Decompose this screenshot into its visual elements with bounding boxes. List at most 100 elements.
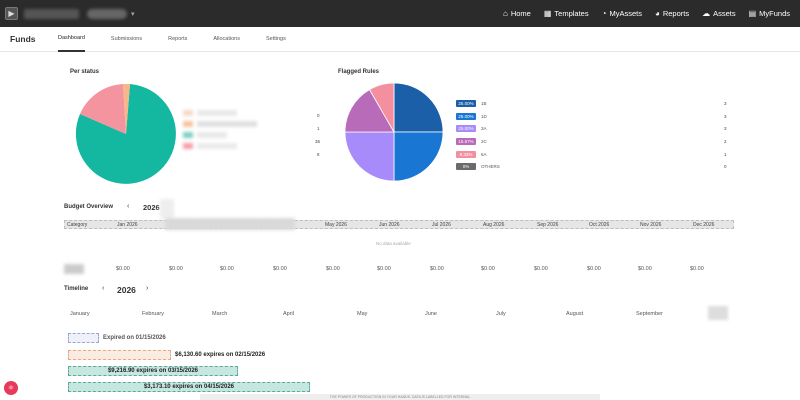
timeline-entry[interactable]: $9,216.90 expires on 03/15/2026: [68, 366, 238, 376]
timeline-month: May: [357, 311, 368, 317]
assets-icon: ☁: [702, 9, 711, 18]
percent-badge: 0%: [456, 163, 476, 170]
flagged-legend-row[interactable]: 16.67% 2C: [456, 138, 487, 145]
nav-assets[interactable]: ☁ Assets: [702, 9, 736, 18]
pie-slice-6a[interactable]: [368, 83, 395, 134]
timeline-entry[interactable]: Expired on 01/15/2026: [68, 333, 166, 343]
prev-year-button[interactable]: ‹: [127, 203, 130, 210]
nav-assets-label: Assets: [713, 9, 736, 18]
rule-label: 1D: [481, 114, 487, 119]
budget-cell: $0.00: [638, 266, 652, 272]
per-status-pie-chart: [76, 84, 176, 184]
pie-slice-2c[interactable]: [345, 89, 395, 133]
percent-badge: 25.00%: [456, 100, 476, 107]
pie-slice-1b[interactable]: [393, 83, 443, 133]
debug-tools-icon[interactable]: ⚛: [4, 381, 18, 395]
budget-cell: $0.00: [169, 266, 183, 272]
app-logo-icon: ▶: [5, 7, 18, 20]
rule-count: 3: [724, 126, 727, 131]
home-icon: ⌂: [503, 9, 508, 18]
next-year-button[interactable]: ›: [146, 285, 149, 292]
flagged-legend-row[interactable]: 25.00% 1B: [456, 100, 487, 107]
rule-label: 6A: [481, 152, 487, 157]
timeline-month: April: [283, 311, 295, 317]
templates-icon: ▦: [543, 9, 552, 18]
footer-notice: THE POWER OF PRODUCTION IN YOUR HANDS. D…: [200, 394, 600, 400]
nav-home[interactable]: ⌂ Home: [503, 9, 531, 18]
tab-allocations[interactable]: Allocations: [213, 36, 240, 42]
budget-cell: $0.00: [326, 266, 340, 272]
budget-cell: $0.00: [481, 266, 495, 272]
timeline-month: July: [496, 311, 506, 317]
flagged-legend-row[interactable]: 0% OTHERS: [456, 163, 500, 170]
timeline-month: June: [425, 311, 437, 317]
per-status-legend-redacted: [183, 110, 257, 160]
brand-name-redacted: [24, 8, 79, 19]
rule-label: 1B: [481, 101, 487, 106]
pie-slice-teal[interactable]: [76, 84, 176, 184]
pie-slice-3a[interactable]: [345, 131, 395, 181]
nav-reports-label: Reports: [662, 9, 690, 18]
top-nav-links: ⌂ Home ▦ Templates ◔ MyAssets ◕ Reports ☁ Ass…: [503, 0, 790, 27]
budget-redacted: [160, 199, 174, 219]
tab-reports[interactable]: Reports: [168, 36, 188, 42]
budget-table-header: Category Jan 2026 May 2026 Jun 2026 Jul …: [64, 220, 734, 229]
column-header: May 2026: [325, 222, 347, 228]
rule-count: 3: [724, 101, 727, 106]
nav-myassets[interactable]: ◔ MyAssets: [602, 9, 642, 18]
timeline-entry[interactable]: $3,173.10 expires on 04/15/2026: [68, 382, 310, 392]
flagged-rules-title: Flagged Rules: [338, 69, 380, 75]
timeline-entry-label: $3,173.10 expires on 04/15/2026: [143, 384, 235, 390]
rule-count: 1: [724, 152, 727, 157]
chevron-down-icon[interactable]: ▾: [131, 10, 135, 18]
rule-label: OTHERS: [481, 164, 500, 169]
tab-dashboard[interactable]: Dashboard: [58, 27, 85, 52]
budget-cell: $0.00: [534, 266, 548, 272]
budget-year: 2026: [143, 203, 160, 212]
brand[interactable]: ▶ ▾: [5, 7, 135, 20]
tab-submissions[interactable]: Submissions: [110, 36, 143, 42]
timeline-month: August: [566, 311, 584, 317]
timeline-entry-label: Expired on 01/15/2026: [103, 335, 166, 341]
tab-settings[interactable]: Settings: [265, 36, 286, 42]
percent-badge: 8.33%: [456, 151, 476, 158]
workspace-switcher-redacted[interactable]: [87, 8, 127, 19]
nav-templates[interactable]: ▦ Templates: [544, 9, 589, 18]
pie-slice-pink[interactable]: [80, 84, 126, 134]
nav-reports[interactable]: ◕ Reports: [655, 9, 689, 18]
budget-overview-title: Budget Overview: [64, 204, 114, 210]
pie-slice-orange[interactable]: [123, 84, 130, 134]
budget-cell: $0.00: [690, 266, 704, 272]
flagged-legend-row[interactable]: 25.00% 1D: [456, 113, 487, 120]
prev-year-button[interactable]: ‹: [102, 285, 105, 292]
sub-navbar: Funds Dashboard Submissions Reports Allo…: [0, 27, 800, 52]
top-navbar: ▶ ▾ ⌂ Home ▦ Templates ◔ MyAssets ◕ Reports …: [0, 0, 800, 27]
flagged-legend-row[interactable]: 25.00% 3A: [456, 125, 487, 132]
month-redacted: [708, 306, 728, 320]
column-header: Jul 2026: [432, 222, 451, 228]
rule-count: 0: [724, 164, 727, 169]
timeline-entry-label: $6,130.60 expires on 02/15/2026: [175, 352, 266, 358]
timeline-month: September: [636, 311, 663, 317]
column-header: Dec 2026: [693, 222, 715, 228]
timeline-entry[interactable]: $6,130.60 expires on 02/15/2026: [68, 350, 265, 360]
nav-myassets-label: MyAssets: [609, 9, 642, 18]
page-title: Funds: [10, 34, 36, 44]
per-status-count: 0: [317, 113, 320, 118]
column-header: Jun 2026: [379, 222, 400, 228]
per-status-count: 8: [317, 152, 320, 157]
budget-cell: $0.00: [377, 266, 391, 272]
timeline-title: Timeline: [64, 286, 89, 292]
pie-slice-1d[interactable]: [393, 131, 443, 181]
column-header: Category: [67, 222, 88, 228]
per-status-count: 36: [315, 139, 321, 144]
timeline-year: 2026: [117, 285, 136, 295]
flagged-legend-row[interactable]: 8.33% 6A: [456, 151, 487, 158]
myfunds-icon: ▤: [748, 9, 757, 18]
budget-cell: $0.00: [220, 266, 234, 272]
nav-myfunds[interactable]: ▤ MyFunds: [749, 9, 790, 18]
rule-label: 2C: [481, 139, 487, 144]
per-status-title: Per status: [70, 69, 100, 75]
rule-count: 3: [724, 114, 727, 119]
header-redacted: [165, 218, 295, 230]
